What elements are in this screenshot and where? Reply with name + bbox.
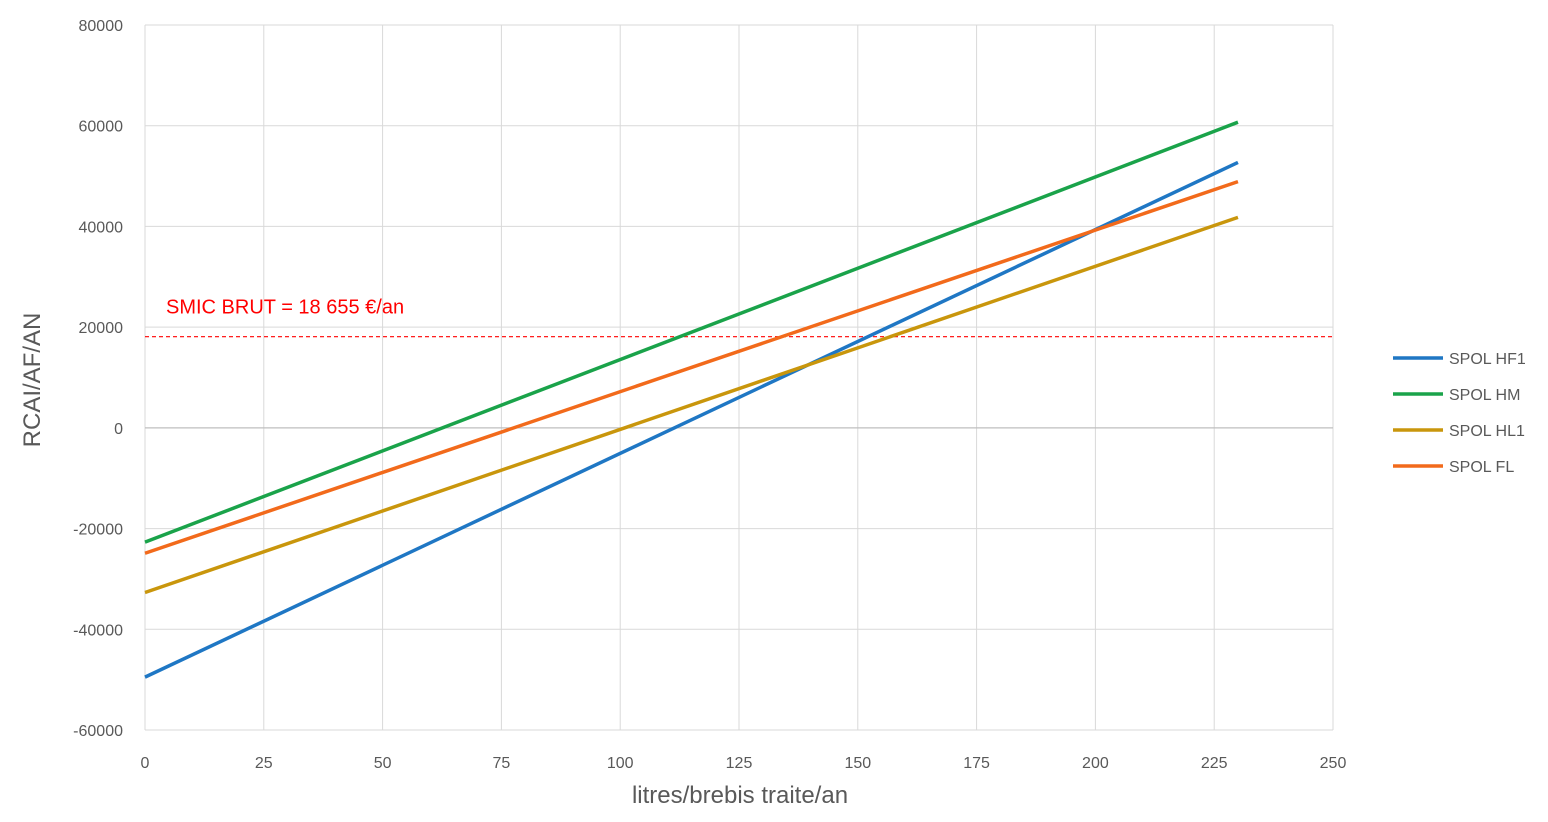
x-tick-label: 225	[1201, 755, 1228, 772]
x-tick-label: 125	[726, 755, 753, 772]
x-tick-label: 75	[493, 755, 511, 772]
legend-label: SPOL FL	[1449, 459, 1514, 476]
y-tick-label: 20000	[79, 320, 124, 337]
legend-label: SPOL HF1	[1449, 351, 1526, 368]
series-lines	[144, 120, 1239, 679]
x-tick-label: 150	[844, 755, 871, 772]
legend-label: SPOL HL1	[1449, 423, 1525, 440]
x-tick-label: 200	[1082, 755, 1109, 772]
y-tick-label: -20000	[73, 522, 123, 539]
legend: SPOL HF1 SPOL HM SPOL HL1 SPOL FL	[1393, 351, 1526, 476]
x-tick-labels: 0 25 50 75 100 125 150 175 200 225 250	[141, 755, 1347, 772]
y-tick-label: 60000	[79, 119, 124, 136]
y-tick-label: -40000	[73, 622, 123, 639]
x-tick-label: 250	[1320, 755, 1347, 772]
legend-label: SPOL HM	[1449, 387, 1520, 404]
y-tick-label: 80000	[79, 18, 124, 35]
y-tick-label: 0	[114, 421, 123, 438]
gridlines	[144, 24, 1334, 731]
x-tick-label: 50	[374, 755, 392, 772]
series-line-4	[144, 179, 1239, 555]
y-tick-labels: 80000 60000 40000 20000 0 -20000 -40000 -60000	[73, 18, 123, 740]
x-tick-label: 100	[607, 755, 634, 772]
x-tick-label: 0	[141, 755, 150, 772]
x-tick-label: 175	[963, 755, 990, 772]
series-line-2	[144, 120, 1239, 544]
y-axis-title: RCAI/AF/AN	[19, 313, 46, 448]
y-tick-label: 40000	[79, 219, 124, 236]
y-tick-label: -60000	[73, 723, 123, 740]
series-line-1	[144, 160, 1239, 679]
series-line-3	[144, 215, 1239, 595]
smic-reference-label: SMIC BRUT = 18 655 €/an	[166, 297, 404, 319]
reference-line-group: SMIC BRUT = 18 655 €/an	[145, 297, 1333, 338]
x-axis-title: litres/brebis traite/an	[632, 782, 848, 809]
x-tick-label: 25	[255, 755, 273, 772]
